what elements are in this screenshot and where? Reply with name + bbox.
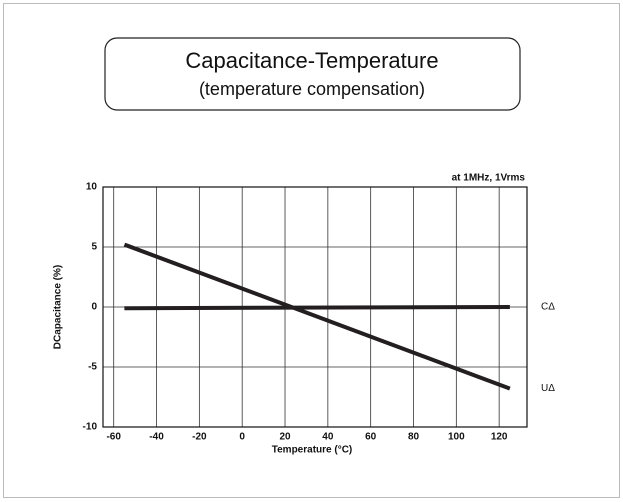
series-label: CΔ bbox=[541, 302, 555, 313]
y-axis-label: DCapacitance (%) bbox=[53, 265, 64, 349]
title-box bbox=[104, 37, 521, 111]
x-axis-label: Temperature (°C) bbox=[272, 445, 353, 456]
y-tick-label: 10 bbox=[86, 182, 98, 193]
series-line bbox=[124, 305, 510, 311]
x-tick-label: 0 bbox=[239, 432, 245, 443]
annotation: at 1MHz, 1Vrms bbox=[452, 173, 526, 184]
series-line bbox=[123, 242, 511, 391]
x-tick-label: -40 bbox=[149, 432, 164, 443]
y-tick-label: -5 bbox=[88, 362, 97, 373]
y-tick-label: 0 bbox=[91, 302, 97, 313]
series-label: UΔ bbox=[541, 383, 555, 394]
frame bbox=[3, 3, 620, 498]
x-tick-label: 40 bbox=[322, 432, 334, 443]
chart-title: Capacitance-Temperature bbox=[185, 48, 438, 73]
x-tick-label: 20 bbox=[279, 432, 291, 443]
x-tick-label: -20 bbox=[192, 432, 207, 443]
x-tick-label: 120 bbox=[491, 432, 508, 443]
x-tick-label: -60 bbox=[106, 432, 121, 443]
y-tick-label: 5 bbox=[91, 242, 97, 253]
chart-subtitle: (temperature compensation) bbox=[199, 79, 425, 99]
x-tick-label: 60 bbox=[365, 432, 377, 443]
y-tick-label: -10 bbox=[83, 422, 98, 433]
x-tick-label: 100 bbox=[448, 432, 465, 443]
x-tick-label: 80 bbox=[408, 432, 420, 443]
plot-border bbox=[102, 186, 528, 428]
